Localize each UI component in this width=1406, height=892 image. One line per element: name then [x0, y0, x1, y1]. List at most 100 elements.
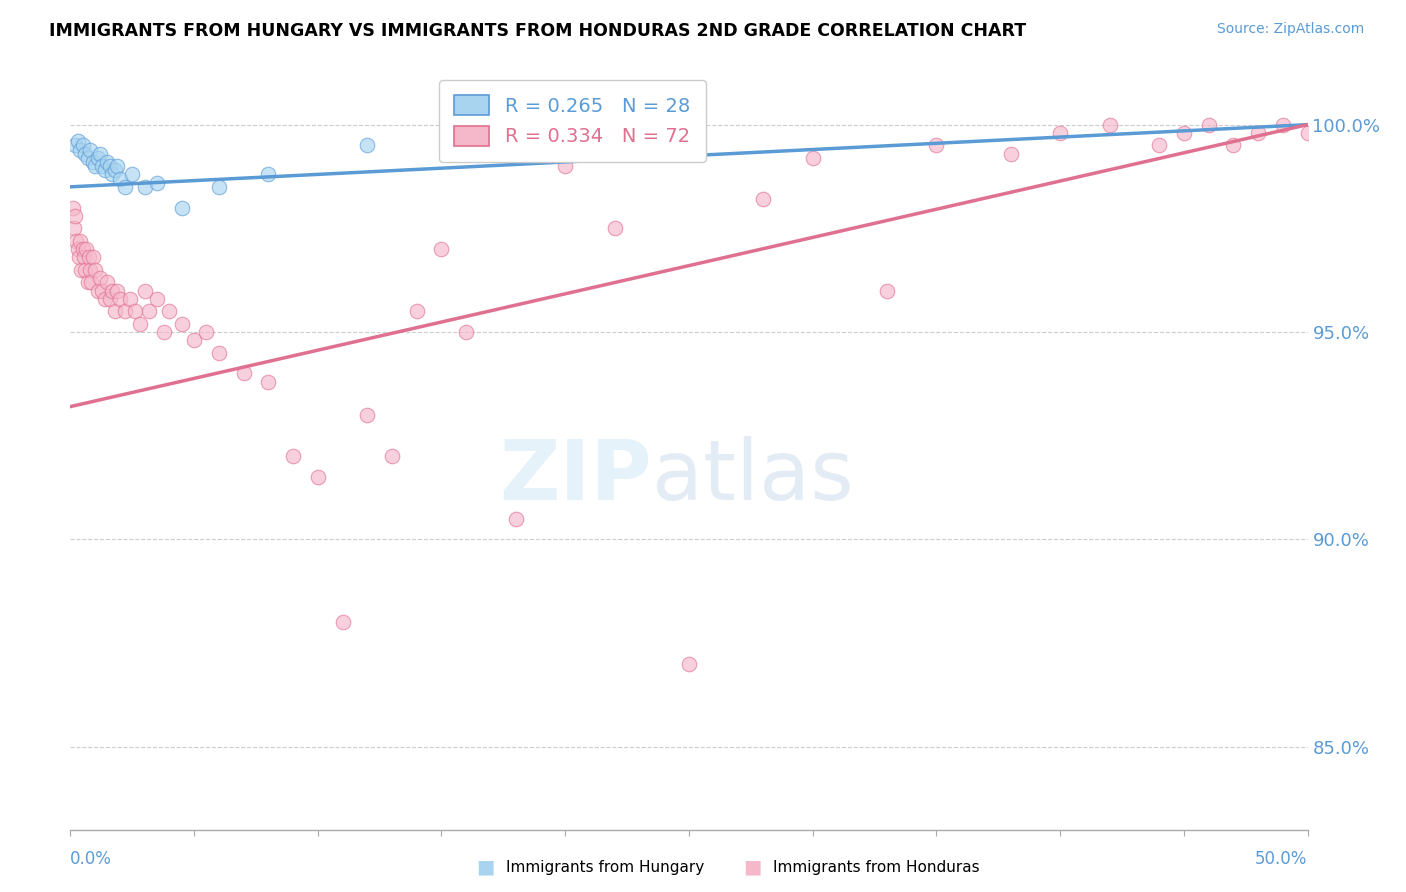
Point: [456, 325, 478, 339]
Point: [101, 168, 124, 182]
Point: [91, 159, 114, 173]
Point: [80, 275, 103, 289]
Point: [76, 275, 98, 289]
Point: [1271, 118, 1294, 132]
Legend: R = 0.265   N = 28, R = 0.334   N = 72: R = 0.265 N = 28, R = 0.334 N = 72: [439, 79, 706, 161]
Point: [1371, 118, 1393, 132]
Point: [69, 234, 91, 248]
Point: [105, 159, 128, 173]
Text: IMMIGRANTS FROM HUNGARY VS IMMIGRANTS FROM HONDURAS 2ND GRADE CORRELATION CHART: IMMIGRANTS FROM HUNGARY VS IMMIGRANTS FR…: [49, 22, 1026, 40]
Point: [108, 171, 131, 186]
Point: [72, 138, 94, 153]
Point: [124, 304, 146, 318]
Text: 0.0%: 0.0%: [70, 850, 112, 868]
Point: [134, 179, 156, 194]
Point: [96, 275, 118, 289]
Point: [63, 221, 86, 235]
Point: [1322, 118, 1344, 132]
Point: [356, 408, 378, 422]
Point: [108, 292, 131, 306]
Point: [69, 143, 91, 157]
Point: [505, 511, 527, 525]
Text: 50.0%: 50.0%: [1256, 850, 1308, 868]
Point: [1000, 146, 1022, 161]
Point: [208, 179, 231, 194]
Point: [94, 163, 117, 178]
Point: [82, 250, 104, 264]
Point: [801, 151, 824, 165]
Point: [1049, 126, 1071, 140]
Point: [170, 201, 193, 215]
Point: [307, 470, 329, 484]
Point: [118, 292, 141, 306]
Point: [91, 284, 114, 298]
Point: [1247, 126, 1270, 140]
Point: [505, 118, 527, 132]
Point: [98, 159, 121, 173]
Point: [157, 304, 180, 318]
Point: [128, 317, 150, 331]
Point: [1173, 126, 1195, 140]
Point: [1098, 118, 1121, 132]
Point: [1296, 126, 1319, 140]
Point: [96, 155, 118, 169]
Point: [84, 262, 107, 277]
Point: [94, 292, 117, 306]
Point: [257, 168, 280, 182]
Point: [82, 155, 104, 169]
Point: [72, 242, 94, 256]
Point: [65, 209, 87, 223]
Point: [66, 134, 89, 148]
Point: [67, 250, 90, 264]
Point: [75, 146, 97, 161]
Point: [77, 250, 100, 264]
Point: [104, 163, 127, 178]
Point: [1147, 138, 1170, 153]
Point: [146, 292, 169, 306]
Point: [332, 615, 354, 630]
Point: [86, 151, 108, 165]
Point: [121, 168, 143, 182]
Point: [195, 325, 218, 339]
Point: [356, 138, 378, 153]
Point: [79, 143, 101, 157]
Text: Immigrants from Honduras: Immigrants from Honduras: [773, 860, 980, 874]
Point: [65, 234, 87, 248]
Point: [925, 138, 948, 153]
Point: [75, 242, 97, 256]
Point: [66, 242, 89, 256]
Point: [281, 450, 304, 464]
Point: [678, 657, 700, 671]
Text: atlas: atlas: [652, 436, 853, 517]
Point: [101, 284, 124, 298]
Point: [1222, 138, 1244, 153]
Point: [405, 304, 427, 318]
Point: [153, 325, 176, 339]
Point: [89, 146, 111, 161]
Point: [98, 292, 121, 306]
Point: [603, 221, 626, 235]
Point: [1198, 118, 1220, 132]
Point: [105, 284, 128, 298]
Point: [138, 304, 160, 318]
Point: [65, 138, 87, 153]
Point: [73, 250, 96, 264]
Point: [79, 262, 101, 277]
Text: ■: ■: [742, 857, 762, 877]
Point: [62, 201, 84, 215]
Point: [1346, 126, 1368, 140]
Point: [104, 304, 127, 318]
Text: Immigrants from Hungary: Immigrants from Hungary: [506, 860, 704, 874]
Point: [114, 179, 136, 194]
Text: Source: ZipAtlas.com: Source: ZipAtlas.com: [1216, 22, 1364, 37]
Point: [89, 271, 111, 285]
Point: [876, 284, 898, 298]
Point: [70, 262, 93, 277]
Point: [84, 159, 107, 173]
Point: [554, 159, 576, 173]
Point: [75, 262, 97, 277]
Point: [430, 242, 453, 256]
Point: [146, 176, 169, 190]
Point: [76, 151, 98, 165]
Text: ZIP: ZIP: [499, 436, 652, 517]
